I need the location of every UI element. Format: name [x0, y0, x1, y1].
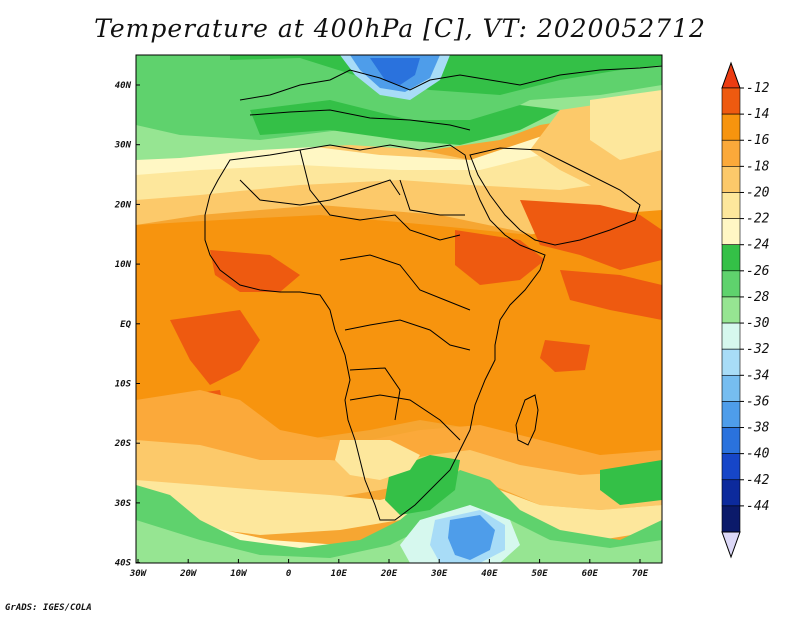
colorbar-label: -30 [746, 316, 770, 331]
lat-tick-label: 20N [114, 200, 132, 210]
colorbar-label: -16 [746, 133, 770, 148]
colorbar-label: -18 [746, 159, 770, 174]
colorbar-label: -42 [746, 473, 770, 488]
colorbar-swatch [721, 348, 741, 376]
plot-area [136, 55, 662, 563]
colorbar-label: -34 [746, 368, 769, 383]
colorbar-swatch [721, 479, 741, 507]
colorbar-swatch [721, 113, 741, 141]
colorbar-label: -24 [746, 238, 769, 253]
madagascar-coastline [515, 394, 539, 446]
border-angola [349, 367, 401, 421]
colorbar-label: -38 [746, 421, 770, 436]
north-cream-band [136, 100, 662, 175]
lon-tick-label: 10E [331, 569, 348, 579]
south-blue-patch [448, 515, 495, 560]
colorbar-swatch [721, 244, 741, 272]
north-darkgreen-patch [230, 55, 662, 95]
lat-tick-label: 30S [114, 499, 132, 509]
lat-tick-label: 30N [114, 141, 132, 151]
colorbar-label: -36 [746, 394, 770, 409]
colorbar-swatch [721, 139, 741, 167]
colorbar-swatch [721, 270, 741, 298]
lat-tick-label: 40S [115, 559, 132, 569]
colorbar-swatch [721, 166, 741, 193]
atlantic-red [170, 310, 260, 385]
colorbar-swatch [721, 427, 741, 454]
border-sahara [299, 149, 461, 241]
colorbar-swatch [721, 218, 741, 246]
border-sudan [399, 179, 465, 216]
latitude-axis: 40N 30N 20N 10N EQ 10S 20S 30S 40S [114, 81, 140, 569]
longitude-axis: 30W 20W 10W 0 10E 20E 30E 40E 50E 60E 70E [129, 559, 649, 579]
grads-credit: GrADS: IGES/COLA [5, 603, 92, 613]
coastlines [204, 65, 662, 521]
colorbar-label: -14 [746, 107, 769, 122]
lon-tick-label: 20E [380, 569, 398, 579]
colorbar-swatch [721, 505, 741, 533]
colorbar-label: -20 [746, 185, 770, 200]
border-congo [344, 319, 471, 351]
colorbar-label: -12 [746, 81, 770, 96]
colorbar-bottom-arrow [721, 531, 741, 559]
lon-tick-label: 30W [129, 569, 148, 579]
lon-tick-label: 70E [632, 569, 649, 579]
border-south [349, 394, 461, 441]
colorbar-swatch [721, 401, 741, 428]
lat-tick-label: 10N [115, 260, 132, 270]
south-lightgreen-band [136, 505, 662, 563]
north-darkgreen-patch-2 [250, 100, 560, 145]
colorbar-swatch [721, 322, 741, 350]
colorbar: -12 -14 -16 -18 -20 -22 -24 -26 -28 -30 -32 -34 -36 -… [721, 61, 770, 559]
east-africa-red [455, 230, 545, 285]
europe-coastline [239, 65, 662, 101]
lon-tick-label: 30E [430, 569, 448, 579]
south-lightorange-band [136, 390, 662, 478]
lon-tick-label: 0 [286, 569, 292, 579]
colorbar-label: -28 [746, 290, 770, 305]
lat-tick-label: EQ [120, 320, 131, 330]
lon-tick-label: 10W [230, 569, 248, 579]
arabia-paleyellow [590, 90, 662, 160]
colorbar-label: -32 [746, 342, 770, 357]
mediterranean-south [249, 109, 471, 131]
lat-tick-label: 20S [114, 439, 132, 449]
lat-tick-label: 40N [115, 81, 132, 91]
lon-tick-label: 60E [582, 569, 599, 579]
colorbar-label: -40 [746, 447, 770, 462]
border-west [239, 179, 401, 206]
indian-ocean-red [520, 200, 662, 270]
colorbar-swatch [721, 296, 741, 324]
lon-tick-label: 50E [531, 569, 548, 579]
indian-ocean-red-2 [560, 270, 662, 320]
colorbar-label: -22 [746, 212, 770, 227]
colorbar-swatch [721, 453, 741, 481]
colorbar-swatch [721, 374, 741, 402]
colorbar-top-arrow [721, 61, 741, 89]
map-title: Temperature at 400hPa [C], VT: 202005271… [94, 14, 706, 43]
africa-coastline [204, 144, 546, 521]
lon-tick-label: 20W [179, 569, 198, 579]
colorbar-label: -44 [746, 499, 769, 514]
north-darkblue-patch [370, 58, 420, 85]
west-africa-red [210, 250, 300, 292]
border-central [339, 254, 471, 311]
north-paleyellow-band [136, 110, 662, 200]
colorbar-swatch [721, 87, 741, 115]
south-africa-pale [335, 440, 420, 480]
lat-tick-label: 10S [115, 380, 132, 390]
lon-tick-label: 40E [481, 569, 498, 579]
south-africa-darkgreen [600, 460, 662, 505]
colorbar-label: -26 [746, 264, 770, 279]
plot-frame [135, 54, 663, 564]
arabia-coastline [469, 147, 641, 246]
indian-ocean-red-3 [540, 340, 590, 372]
colorbar-swatch [721, 192, 741, 219]
